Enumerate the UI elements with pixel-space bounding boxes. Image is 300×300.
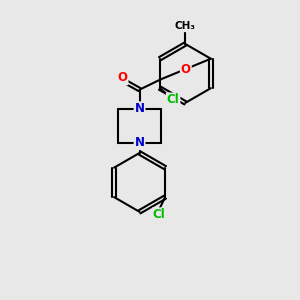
- Text: O: O: [118, 71, 128, 84]
- Text: O: O: [181, 62, 191, 76]
- Text: Cl: Cl: [167, 93, 179, 106]
- Text: Cl: Cl: [153, 208, 166, 221]
- Text: N: N: [135, 136, 145, 149]
- Text: CH₃: CH₃: [175, 21, 196, 31]
- Text: N: N: [135, 102, 145, 115]
